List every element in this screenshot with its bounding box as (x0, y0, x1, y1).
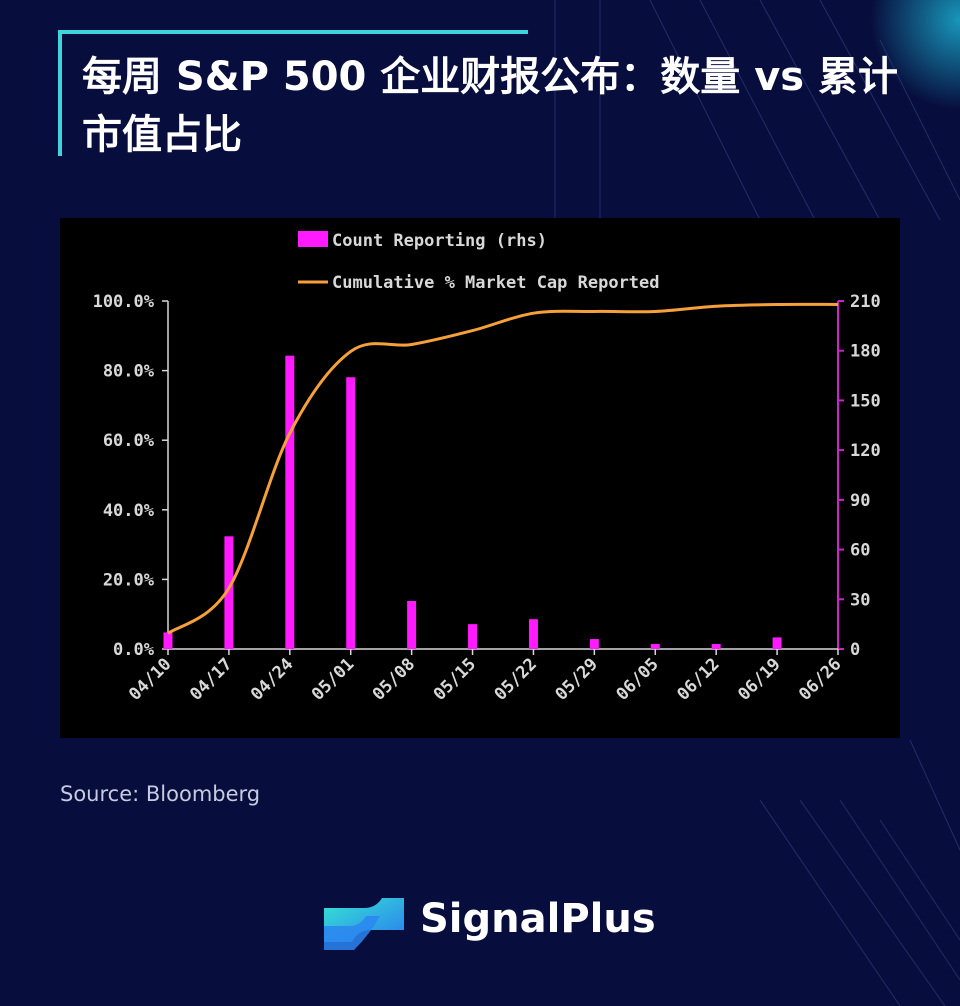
title-frame (58, 30, 528, 156)
x-tick-label: 04/24 (247, 654, 297, 704)
chart-panel: Count Reporting (rhs) Cumulative % Market… (60, 218, 900, 738)
x-tick-label: 04/17 (186, 654, 236, 704)
bar (589, 639, 599, 649)
right-tick-label: 120 (850, 441, 881, 461)
bar (772, 637, 782, 649)
chart-legend: Count Reporting (rhs) Cumulative % Market… (298, 231, 660, 293)
legend-swatch-bar (298, 231, 328, 247)
bar (285, 355, 295, 649)
x-tick-label: 06/19 (734, 654, 784, 704)
bar-series (163, 355, 782, 649)
x-axis: 04/10 04/17 04/24 05/01 05/08 05/15 05/22 05/29… (125, 648, 846, 705)
x-tick-label: 05/08 (369, 654, 419, 704)
bar (528, 619, 538, 649)
bar (407, 600, 417, 649)
bar (346, 377, 356, 649)
x-tick-label: 05/01 (308, 654, 358, 704)
right-tick-label: 90 (850, 491, 870, 511)
right-tick-label: 0 (850, 640, 860, 660)
signalplus-logo-icon (324, 898, 404, 950)
brand-name: SignalPlus (420, 896, 656, 942)
legend-label-bar: Count Reporting (rhs) (332, 231, 547, 251)
x-tick-label: 06/12 (673, 654, 723, 704)
right-tick-label: 30 (850, 590, 870, 610)
bar (650, 644, 660, 649)
x-tick-label: 05/22 (491, 654, 541, 704)
x-tick-label: 05/29 (552, 654, 602, 704)
right-tick-label: 210 (850, 292, 881, 312)
left-tick-label: 80.0% (103, 362, 155, 382)
brand: SignalPlus (320, 888, 660, 958)
left-tick-label: 100.0% (93, 292, 155, 312)
bar (468, 624, 478, 649)
right-tick-label: 180 (850, 342, 881, 362)
page-title: 每周 S&P 500 企业财报公布：数量 vs 累计市值占比 (82, 54, 899, 158)
left-tick-label: 0.0% (113, 640, 155, 660)
right-axis: 0 30 60 90 120 150 180 210 (837, 292, 881, 660)
legend-label-line: Cumulative % Market Cap Reported (332, 273, 660, 293)
chart: Count Reporting (rhs) Cumulative % Market… (93, 231, 881, 705)
bar (711, 644, 721, 649)
left-tick-label: 60.0% (103, 431, 155, 451)
left-tick-label: 20.0% (103, 570, 155, 590)
line-series (167, 302, 839, 635)
x-tick-label: 06/26 (795, 654, 845, 704)
source-note: Source: Bloomberg (60, 782, 261, 806)
x-tick-label: 04/10 (125, 654, 175, 704)
bar (163, 632, 173, 649)
left-axis: 0.0% 20.0% 40.0% 60.0% 80.0% 100.0% (93, 292, 169, 660)
right-tick-label: 60 (850, 541, 870, 561)
x-tick-label: 05/15 (430, 654, 480, 704)
bar (224, 536, 234, 649)
x-tick-label: 06/05 (612, 654, 662, 704)
line-series-path (167, 302, 839, 635)
right-tick-label: 150 (850, 391, 881, 411)
left-tick-label: 40.0% (103, 501, 155, 521)
